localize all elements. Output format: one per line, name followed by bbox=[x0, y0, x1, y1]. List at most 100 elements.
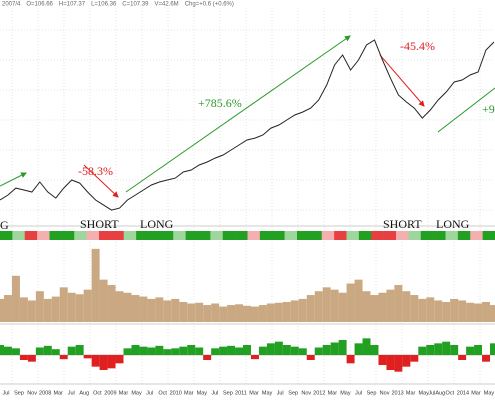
signal-segment bbox=[160, 231, 174, 240]
x-axis-label: 2014 bbox=[457, 390, 469, 396]
signal-segment bbox=[173, 231, 186, 240]
x-axis-label: 2012 bbox=[313, 390, 325, 396]
volume-bar bbox=[386, 289, 395, 322]
volume-bar bbox=[322, 287, 331, 322]
oscillator-bar bbox=[354, 343, 363, 355]
x-axis-label: Jul bbox=[211, 390, 218, 396]
oscillator-bar bbox=[314, 347, 323, 355]
x-axis-label: Mar bbox=[119, 390, 129, 396]
x-axis-label: May bbox=[131, 390, 142, 396]
oscillator-bar bbox=[195, 347, 204, 355]
x-axis-label: Mar bbox=[53, 390, 63, 396]
x-axis-label: Jul bbox=[277, 390, 284, 396]
oscillator-bar bbox=[306, 355, 315, 360]
oscillator-bar bbox=[482, 355, 491, 362]
header-field: L=106.36 bbox=[91, 2, 117, 8]
oscillator-bar bbox=[386, 355, 395, 370]
x-axis-label: Oct bbox=[158, 390, 167, 396]
oscillator-bar bbox=[250, 355, 259, 360]
volume-bar bbox=[3, 295, 12, 322]
oscillator-bar bbox=[179, 346, 188, 355]
header-field: 2007/4 bbox=[2, 2, 21, 8]
signal-segment bbox=[433, 231, 446, 240]
volume-bar bbox=[330, 289, 339, 322]
oscillator-bar bbox=[466, 346, 475, 355]
x-axis-label: Mar bbox=[328, 390, 338, 396]
oscillator-bar bbox=[187, 345, 196, 355]
signal-segment bbox=[284, 231, 298, 240]
signal-segment bbox=[297, 231, 310, 240]
volume-bar bbox=[370, 295, 379, 322]
volume-bar bbox=[466, 302, 475, 322]
oscillator-bar bbox=[330, 342, 339, 355]
signal-segment bbox=[309, 231, 323, 240]
volume-bar bbox=[434, 300, 443, 322]
x-axis-label: Jul bbox=[146, 390, 153, 396]
oscillator-bar bbox=[370, 345, 379, 355]
signal-segment bbox=[272, 231, 285, 240]
oscillator-bar bbox=[346, 355, 355, 364]
volume-bar bbox=[450, 298, 459, 322]
signal-segment bbox=[49, 231, 63, 240]
x-axis-label: Mar bbox=[406, 390, 416, 396]
x-axis-label: May bbox=[262, 390, 273, 396]
volume-bar bbox=[139, 296, 148, 322]
x-axis-label: Mar bbox=[471, 390, 481, 396]
header-field: H=107.37 bbox=[59, 2, 86, 8]
price-line bbox=[0, 39, 495, 211]
x-axis-label: Mar bbox=[184, 390, 194, 396]
x-axis-label: May bbox=[484, 390, 495, 396]
volume-bar bbox=[258, 305, 267, 322]
volume-bar bbox=[410, 295, 419, 322]
volume-bar bbox=[418, 298, 427, 322]
oscillator-bar bbox=[426, 345, 435, 355]
volume-bar bbox=[354, 279, 363, 322]
volume-bar bbox=[67, 292, 76, 322]
x-axis-label: Nov bbox=[380, 390, 390, 396]
volume-bar bbox=[378, 292, 387, 322]
oscillator-bar bbox=[107, 355, 116, 369]
signal-segment bbox=[61, 231, 75, 240]
trend-arrow bbox=[125, 35, 351, 193]
oscillator-bar bbox=[75, 345, 84, 355]
volume-bar bbox=[235, 304, 244, 322]
annotation: -58.3% bbox=[78, 164, 113, 178]
x-axis-label: Aug bbox=[79, 390, 89, 396]
volume-bar bbox=[266, 303, 275, 322]
volume-bar bbox=[490, 305, 495, 322]
x-axis-label: 2009 bbox=[104, 390, 116, 396]
oscillator-bar bbox=[211, 348, 220, 355]
signal-segment bbox=[247, 231, 261, 240]
oscillator-bar bbox=[298, 348, 307, 355]
x-axis-label: May bbox=[197, 390, 208, 396]
oscillator-bar bbox=[402, 355, 411, 367]
signal-segment bbox=[383, 231, 397, 240]
annotation: G bbox=[0, 218, 9, 232]
signal-segment bbox=[123, 231, 137, 240]
x-axis-label: Mar bbox=[249, 390, 259, 396]
x-axis-label: Jul bbox=[68, 390, 75, 396]
header-field: Chg=+0.6 (+0.6%) bbox=[185, 2, 234, 8]
header-field: C=107.39 bbox=[122, 2, 149, 8]
volume-bar bbox=[250, 306, 259, 322]
signal-segment bbox=[420, 231, 434, 240]
volume-bar bbox=[123, 292, 132, 322]
signal-segment bbox=[37, 231, 50, 240]
volume-bar bbox=[83, 289, 92, 322]
volume-bar bbox=[298, 298, 307, 322]
volume-bar bbox=[75, 294, 84, 322]
volume-bar bbox=[51, 296, 60, 322]
oscillator-bar bbox=[51, 349, 60, 355]
signal-segment bbox=[0, 231, 13, 240]
annotation: LONG bbox=[140, 217, 174, 231]
oscillator-bar bbox=[115, 355, 124, 364]
signal-segment bbox=[198, 231, 211, 240]
oscillator-bar bbox=[203, 355, 212, 360]
x-axis-label: Sep bbox=[14, 390, 24, 396]
volume-bar bbox=[402, 291, 411, 322]
oscillator-bar bbox=[322, 345, 331, 355]
oscillator-bar bbox=[258, 346, 267, 355]
oscillator-bar bbox=[3, 346, 12, 355]
volume-bar bbox=[243, 305, 251, 322]
signal-segment bbox=[136, 231, 149, 240]
